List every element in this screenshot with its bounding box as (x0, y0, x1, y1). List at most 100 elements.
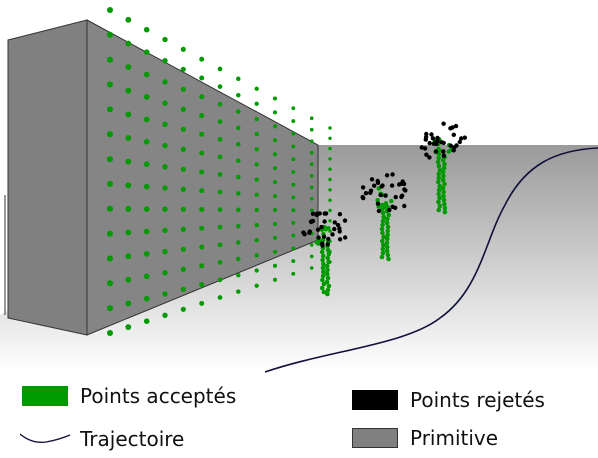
rejected-point (452, 145, 457, 150)
accepted-point (386, 256, 391, 262)
accepted-point (180, 146, 186, 152)
accepted-point (180, 226, 186, 232)
rejected-point (378, 192, 383, 198)
accepted-point (162, 312, 168, 318)
rejected-point (453, 123, 459, 129)
accepted-point (321, 281, 327, 287)
accepted-point (217, 154, 223, 160)
accepted-point (325, 275, 331, 281)
accepted-point (125, 87, 132, 94)
accepted-point (162, 270, 168, 276)
rejected-point (337, 226, 342, 231)
rejected-point (448, 143, 453, 148)
accepted-point (236, 76, 241, 82)
accepted-point (309, 196, 314, 201)
legend-primitive: Primitive (352, 426, 498, 450)
rejected-point (393, 205, 398, 210)
rejected-point (380, 183, 385, 188)
accepted-point (328, 146, 332, 151)
accepted-point (125, 16, 132, 23)
accepted-point (381, 214, 387, 220)
accepted-point (440, 177, 446, 183)
accepted-point (309, 127, 314, 132)
accepted-point (199, 225, 205, 231)
accepted-point (328, 198, 332, 202)
rejected-point (459, 136, 464, 141)
rejected-point (433, 149, 439, 154)
accepted-point (381, 234, 386, 240)
accepted-point (380, 218, 386, 224)
accepted-point (436, 155, 442, 161)
rejected-point (384, 173, 390, 178)
accepted-point (180, 186, 186, 192)
rejected-point (308, 219, 314, 224)
accepted-point (380, 238, 385, 244)
accepted-point (436, 199, 441, 205)
accepted-point (217, 172, 223, 177)
accepted-point (254, 86, 259, 91)
legend-rejected-label: Points rejetés (410, 388, 545, 412)
accepted-point (199, 94, 205, 100)
accepted-point (217, 136, 223, 142)
accepted-point (125, 135, 132, 141)
accepted-point (325, 267, 330, 273)
accepted-point (143, 295, 150, 302)
accepted-point (389, 198, 394, 204)
rejected-point (315, 227, 321, 232)
accepted-point (236, 207, 241, 213)
accepted-point (107, 330, 113, 336)
accepted-point (309, 243, 314, 247)
rejected-point (393, 194, 398, 200)
rejected-point (307, 229, 312, 234)
rejected-point (441, 153, 446, 158)
accepted-point (320, 257, 325, 263)
accepted-point (180, 86, 186, 92)
rejected-point (322, 211, 327, 216)
accepted-point (180, 306, 186, 312)
accepted-point (143, 139, 150, 145)
accepted-point (143, 318, 150, 324)
accepted-point (321, 269, 326, 275)
green-swatch-icon (22, 386, 68, 406)
accepted-point (379, 226, 385, 232)
accepted-point (162, 58, 168, 64)
accepted-point (319, 285, 325, 291)
accepted-point (375, 198, 380, 203)
accepted-point (107, 180, 113, 187)
accepted-point (435, 159, 441, 165)
accepted-point (254, 177, 259, 182)
accepted-point (199, 75, 205, 81)
accepted-point (236, 109, 241, 114)
accepted-point (291, 208, 296, 213)
accepted-point (309, 185, 314, 190)
rejected-point (375, 180, 381, 185)
rejected-point (457, 139, 462, 145)
accepted-point (236, 125, 241, 131)
accepted-point (125, 182, 132, 189)
accepted-point (385, 252, 391, 258)
accepted-point (272, 96, 278, 101)
rejected-point (337, 212, 343, 217)
accepted-point (199, 56, 205, 62)
accepted-point (236, 142, 241, 147)
accepted-point (325, 271, 330, 277)
accepted-point (143, 228, 150, 235)
rejected-point (427, 140, 432, 146)
accepted-point (309, 150, 314, 155)
accepted-point (309, 208, 314, 213)
accepted-point (384, 248, 390, 254)
accepted-point (436, 163, 442, 169)
accepted-point (328, 136, 332, 140)
accepted-point (309, 266, 314, 270)
accepted-point (442, 205, 448, 211)
rejected-point (383, 193, 388, 198)
accepted-point (440, 185, 446, 191)
accepted-point (199, 188, 205, 194)
accepted-point (143, 273, 150, 280)
accepted-point (291, 157, 296, 162)
accepted-point (254, 207, 259, 213)
accepted-point (199, 244, 205, 250)
accepted-point (236, 240, 241, 245)
rejected-point (368, 190, 373, 195)
accepted-point (320, 265, 326, 271)
